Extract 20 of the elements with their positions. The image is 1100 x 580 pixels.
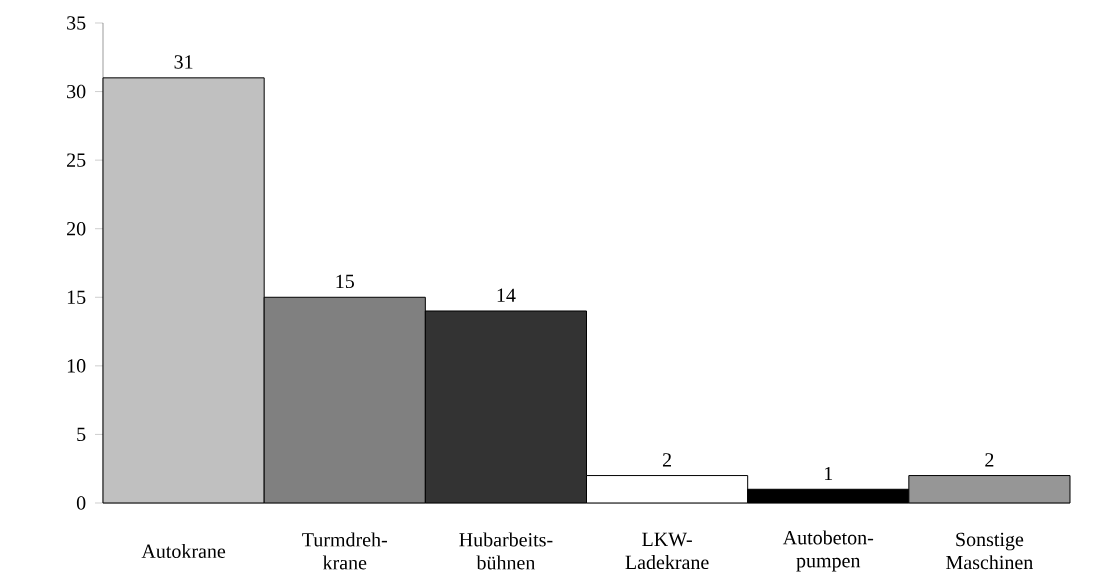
data-label: 2	[985, 453, 994, 467]
y-tick-label: 15	[67, 290, 86, 304]
x-tick-label: Sonstige Maschinen	[946, 532, 1033, 570]
x-tick-label: Hubarbeits- bühnen	[459, 532, 553, 570]
data-label: 1	[825, 466, 833, 481]
x-tick-label: Turmdreh- krane	[302, 532, 388, 570]
y-tick-label: 30	[67, 84, 86, 99]
y-tick-label: 0	[76, 496, 86, 510]
x-tick-label: Autokrane	[141, 543, 226, 559]
data-label: 15	[336, 274, 354, 289]
x-tick-label: Autobeton- pumpen	[782, 530, 874, 572]
y-tick-label: 35	[67, 16, 86, 30]
data-label: 31	[174, 55, 193, 69]
y-tick-label: 20	[67, 221, 86, 236]
data-label: 2	[662, 453, 671, 467]
y-tick-label: 25	[67, 153, 86, 167]
data-label: 14	[497, 288, 516, 302]
x-tick-label: LKW- Ladekrane	[625, 532, 709, 570]
y-tick-label: 10	[67, 359, 86, 373]
y-tick-label: 5	[77, 427, 86, 442]
